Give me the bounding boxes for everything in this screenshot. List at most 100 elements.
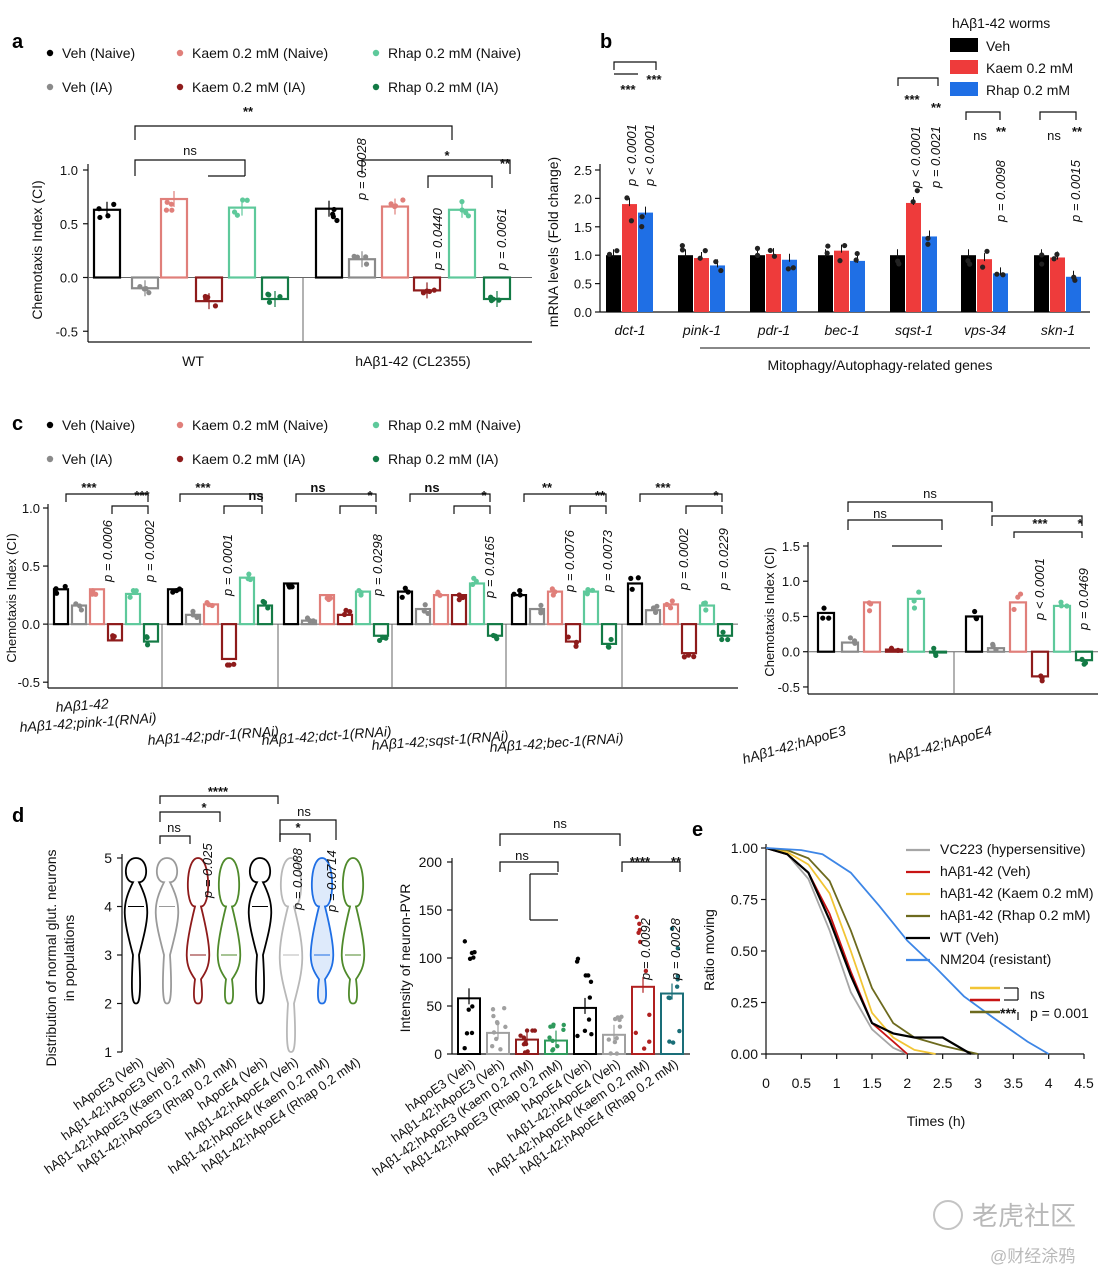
c-annotation: *** bbox=[655, 480, 671, 495]
c-annotation: p = 0.0298 bbox=[370, 533, 385, 597]
d2-data-point bbox=[587, 995, 593, 1000]
c-annotation: ns bbox=[310, 480, 325, 495]
d1-bracket bbox=[279, 819, 337, 840]
d2-data-point bbox=[583, 973, 588, 978]
e-x-axis-label: Times (h) bbox=[907, 1113, 966, 1129]
c-data-point bbox=[231, 661, 237, 667]
b-data-point bbox=[754, 252, 761, 259]
a-data-point bbox=[163, 207, 170, 213]
c-group-label: hAβ1-42;pink-1(RNAi) bbox=[19, 709, 157, 735]
d2-bar bbox=[660, 992, 684, 1056]
d2-data-point bbox=[521, 1042, 527, 1047]
panel-label-d: d bbox=[12, 805, 24, 827]
c2-y-axis-label: Chemotaxis Index (CI) bbox=[762, 547, 777, 676]
c-data-point bbox=[422, 602, 428, 608]
b-data-point bbox=[679, 247, 686, 253]
c-legend-dot bbox=[46, 455, 54, 463]
c-data-point bbox=[606, 644, 612, 650]
a-data-point bbox=[488, 297, 495, 304]
a-annotation: * bbox=[444, 148, 450, 163]
d2-data-point bbox=[675, 977, 680, 982]
a-data-point bbox=[168, 201, 174, 207]
c-bracket bbox=[523, 493, 607, 502]
c2-bar bbox=[1008, 601, 1028, 653]
b-data-point bbox=[910, 199, 916, 205]
b-data-point bbox=[984, 248, 990, 254]
panel-label-c: c bbox=[12, 413, 23, 435]
watermark-logo-icon bbox=[933, 1200, 963, 1230]
c2-annotation: ns bbox=[923, 486, 937, 501]
c-data-point bbox=[437, 592, 443, 598]
b-legend-swatch bbox=[950, 60, 978, 74]
c2-data-point bbox=[916, 589, 922, 595]
e-x-tick-label: 1 bbox=[833, 1075, 841, 1091]
c-data-point bbox=[341, 611, 348, 618]
d1-violin bbox=[123, 857, 149, 1005]
c2-data-point bbox=[821, 605, 827, 611]
c-data-point bbox=[585, 586, 591, 593]
d1-violin bbox=[340, 857, 366, 1005]
a-bar bbox=[227, 206, 257, 279]
c-bracket bbox=[65, 493, 149, 502]
a-legend-dot bbox=[372, 83, 380, 91]
d2-data-point bbox=[493, 1036, 499, 1042]
b-data-point bbox=[824, 250, 830, 256]
c2-data-point bbox=[847, 635, 853, 641]
a-data-point bbox=[97, 214, 103, 221]
b-data-point bbox=[606, 251, 613, 257]
b-annotation: ** bbox=[1072, 124, 1083, 139]
c-data-point bbox=[664, 601, 670, 608]
d2-data-point bbox=[491, 1013, 496, 1019]
d1-y-axis-label: Distribution of normal glut. neurons bbox=[43, 849, 59, 1066]
c-data-point bbox=[720, 629, 726, 635]
c-data-point bbox=[685, 652, 692, 658]
c-data-point bbox=[356, 587, 362, 594]
c2-bracket bbox=[847, 519, 943, 530]
e-legend-label: WT (Veh) bbox=[940, 929, 999, 945]
d2-data-point bbox=[669, 926, 675, 931]
d2-data-point bbox=[469, 1030, 475, 1036]
a-y-tick-label: 0.5 bbox=[60, 217, 78, 232]
a-data-point bbox=[363, 254, 369, 260]
e-annotation: p = 0.001 bbox=[1030, 1005, 1089, 1021]
c-bar bbox=[582, 590, 600, 626]
c-data-point bbox=[73, 601, 79, 607]
c-bracket bbox=[453, 505, 491, 514]
c-bracket bbox=[685, 505, 723, 514]
a-y-tick-label: 0.0 bbox=[60, 271, 78, 286]
d2-data-point bbox=[469, 950, 475, 956]
e-series-line bbox=[765, 847, 979, 1055]
d1-violin bbox=[216, 857, 242, 1005]
c-bar bbox=[680, 623, 698, 655]
d2-y-tick-label: 0 bbox=[434, 1046, 442, 1062]
c-annotation: *** bbox=[195, 480, 211, 495]
c-data-point bbox=[490, 632, 497, 639]
c-bar bbox=[716, 623, 734, 637]
b-bar bbox=[922, 236, 937, 312]
d1-annotation: ns bbox=[167, 820, 181, 835]
c2-y-tick-label: 0.0 bbox=[782, 645, 800, 660]
a-legend-dot bbox=[46, 49, 54, 57]
b-bar bbox=[1034, 255, 1049, 312]
b-data-point bbox=[925, 241, 931, 247]
c2-data-point bbox=[852, 640, 858, 646]
a-data-point bbox=[431, 287, 437, 293]
b-bar bbox=[1066, 276, 1081, 312]
e-x-tick-label: 2 bbox=[903, 1075, 911, 1091]
d2-data-point bbox=[675, 946, 681, 951]
c-legend-dot bbox=[46, 421, 54, 429]
b-data-point bbox=[842, 242, 848, 249]
c-data-point bbox=[421, 608, 427, 614]
c2-data-point bbox=[972, 608, 978, 615]
c-data-point bbox=[144, 634, 150, 641]
c-data-point bbox=[691, 654, 697, 660]
a-y-axis-label: Chemotaxis Index (CI) bbox=[29, 180, 45, 319]
b-data-point bbox=[754, 245, 761, 251]
panel-label-b: b bbox=[600, 31, 612, 53]
c-annotation: * bbox=[367, 488, 373, 503]
c-data-point bbox=[719, 636, 725, 643]
a-data-point bbox=[164, 199, 170, 205]
b-data-point bbox=[790, 265, 796, 271]
c-data-point bbox=[608, 636, 614, 643]
a-data-point bbox=[96, 206, 102, 212]
